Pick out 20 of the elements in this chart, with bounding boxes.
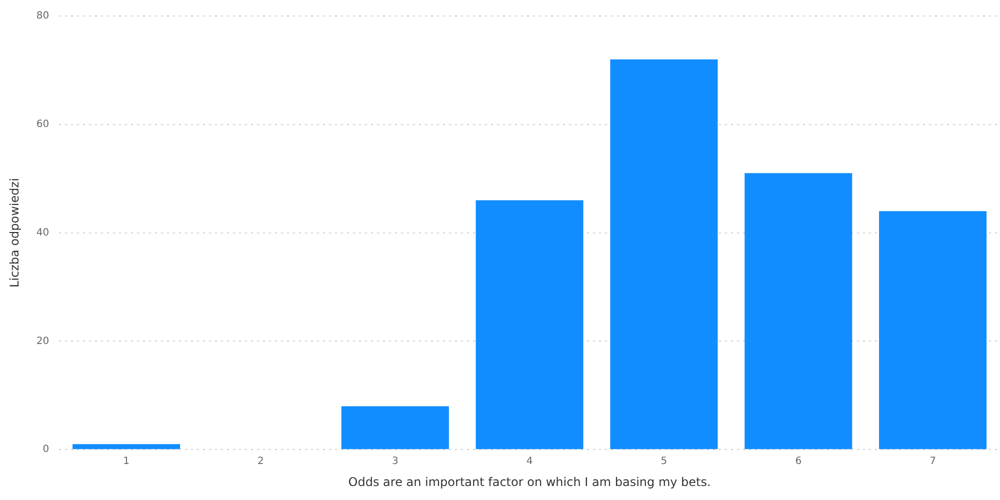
y-tick-label: 20: [36, 336, 50, 347]
y-tick-label: 0: [42, 444, 50, 456]
x-tick-label: 3: [392, 456, 398, 468]
x-tick-label: 2: [258, 456, 264, 468]
bar: [610, 59, 718, 450]
x-tick-label: 5: [660, 456, 668, 468]
x-tick-label: 6: [795, 456, 802, 468]
y-tick-label: 80: [36, 10, 50, 22]
bar: [476, 200, 584, 450]
y-tick-label: 40: [36, 227, 50, 238]
bar: [72, 444, 180, 450]
x-tick-label: 4: [526, 456, 533, 468]
y-tick-label: 60: [36, 118, 50, 130]
bar: [744, 173, 852, 450]
bar: [879, 211, 987, 450]
x-axis-title: Odds are an important factor on which I am basing my bets.: [348, 474, 711, 489]
y-axis-title: Liczba odpowiedzi: [7, 178, 22, 288]
x-tick-label: 1: [123, 456, 130, 468]
x-tick-label: 7: [930, 456, 936, 468]
bar: [341, 406, 449, 450]
